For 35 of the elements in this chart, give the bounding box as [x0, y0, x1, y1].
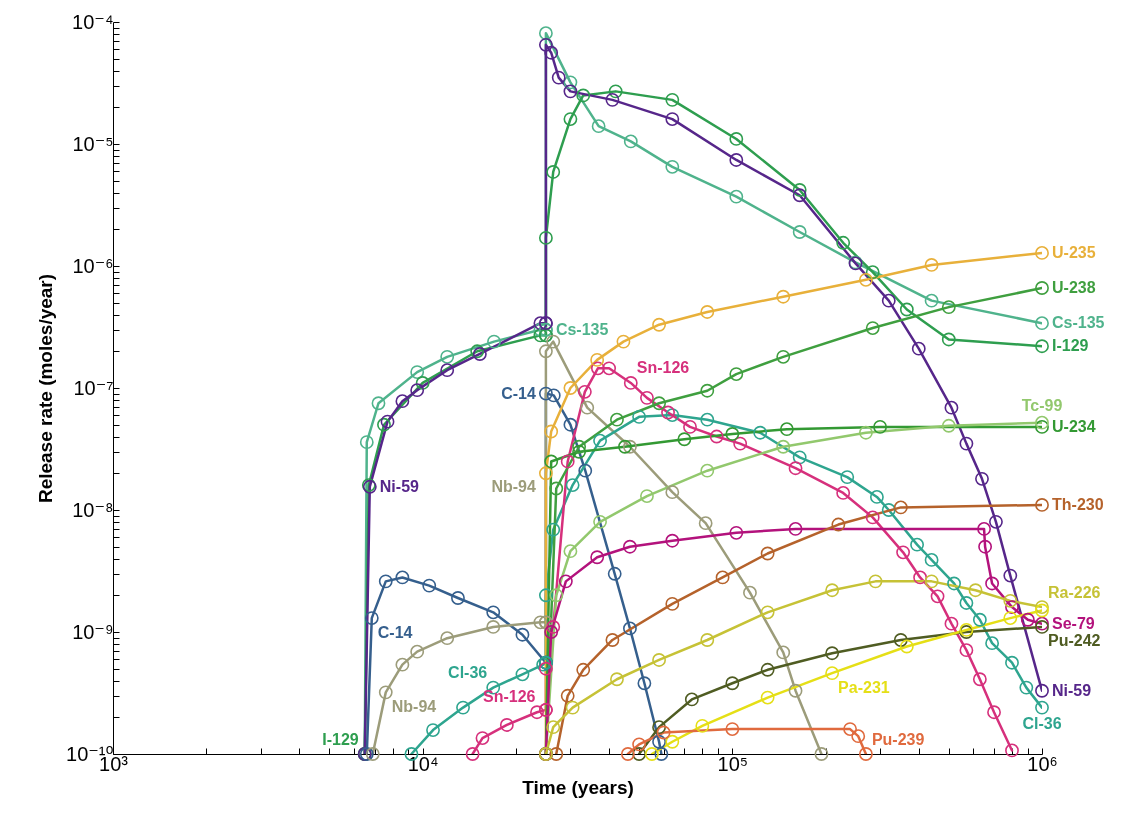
- series-label: Pa-231: [838, 678, 890, 696]
- series-label: Cs-135: [555, 320, 609, 338]
- y-tick-label: 10⁻⁹: [72, 620, 114, 643]
- series-label: Sn-126: [636, 359, 690, 377]
- y-tick-label: 10⁻⁸: [72, 498, 114, 521]
- series-label: Cl-36: [448, 664, 488, 682]
- y-tick-label: 10⁻⁴: [72, 10, 114, 33]
- series-label: Th-230: [1052, 495, 1104, 513]
- series-label: I-129: [1052, 337, 1089, 355]
- series-label: Cl-36: [1022, 715, 1062, 733]
- series-label: Nb-94: [391, 697, 437, 715]
- series-label: Tc-99: [1021, 397, 1063, 415]
- series-label: U-238: [1052, 279, 1096, 297]
- series-label: Pu-239: [871, 730, 925, 748]
- series-label: I-129: [322, 730, 359, 748]
- series-label: Se-79: [1052, 614, 1095, 632]
- series-label: Nb-94: [491, 477, 536, 495]
- y-tick-label: 10⁻⁶: [72, 254, 114, 277]
- series-label: U-235: [1052, 243, 1096, 261]
- series-label: Ni-59: [379, 477, 420, 495]
- y-axis-title: Release rate (moles/year): [35, 273, 57, 504]
- series-label: Ni-59: [1052, 681, 1092, 699]
- series-label: Ra-226: [1048, 583, 1101, 601]
- series-label: Sn-126: [482, 687, 536, 705]
- x-tick-label: 10⁴: [407, 752, 439, 775]
- y-tick-label: 10⁻⁵: [72, 132, 114, 155]
- x-tick-label: 10⁵: [717, 752, 749, 775]
- series-label: C-14: [377, 623, 413, 641]
- series-label: Pu-242: [1048, 632, 1101, 650]
- y-tick-label: 10⁻⁷: [73, 376, 114, 399]
- series-label: Cs-135: [1052, 314, 1105, 332]
- series-label: C-14: [501, 384, 536, 402]
- series-label: U-234: [1052, 417, 1096, 435]
- x-axis-title: Time (years): [522, 776, 634, 798]
- x-tick-label: 10⁶: [1027, 752, 1058, 775]
